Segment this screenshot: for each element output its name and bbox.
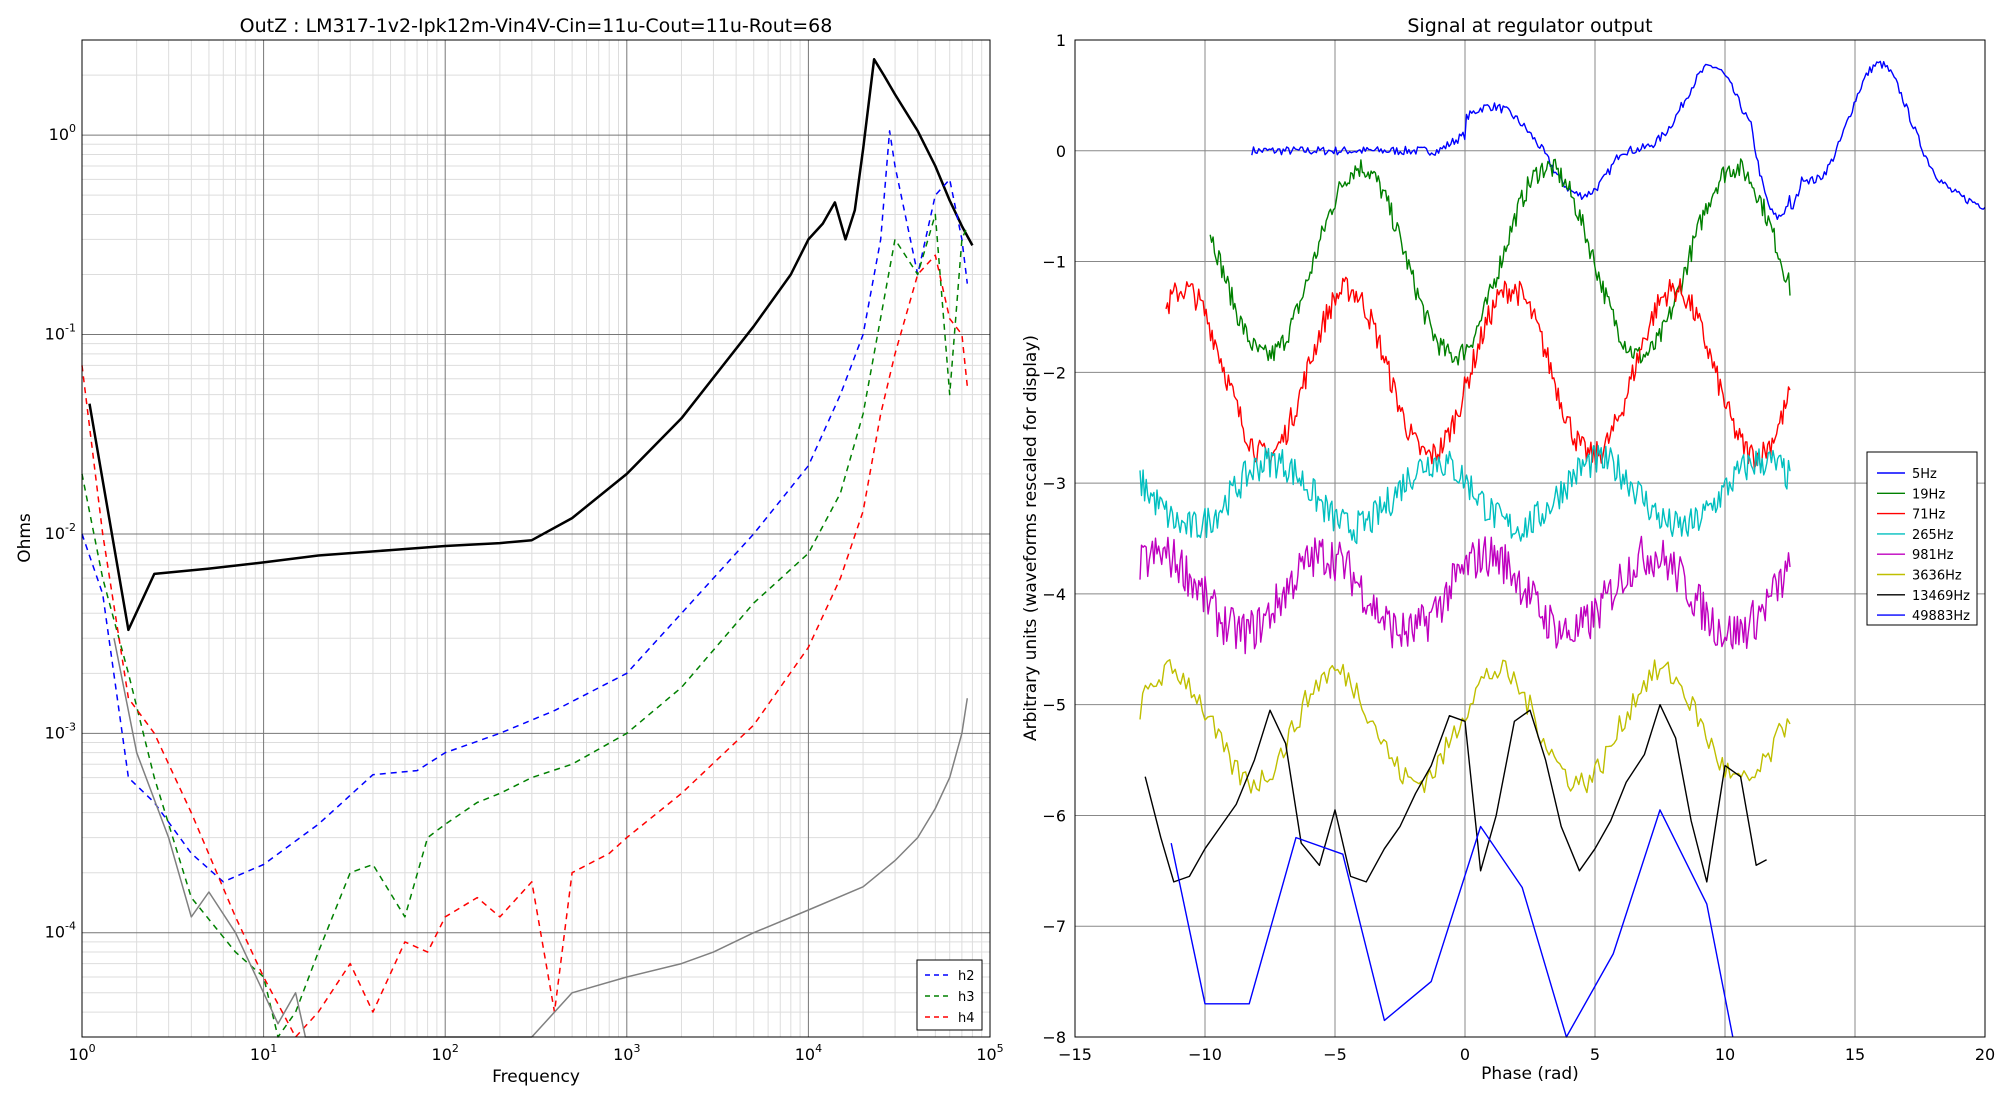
y-tick-label: −4 (1042, 585, 1066, 604)
left-chart-title: OutZ : LM317-1v2-Ipk12m-Vin4V-Cin=11u-Co… (240, 15, 833, 37)
y-tick-label: −7 (1042, 917, 1066, 936)
x-tick-label: 0 (1460, 1045, 1470, 1064)
series-line-series-0 (88, 58, 974, 632)
series-line-13469Hz (1144, 704, 1767, 883)
right-y-axis-label: Arbitrary units (waveforms rescaled for … (1021, 335, 1041, 741)
tick-exponent: 5 (997, 1042, 1004, 1055)
y-tick-label: −3 (1042, 474, 1066, 493)
tick-exponent: -2 (65, 521, 76, 534)
tick-base: 10 (45, 524, 65, 543)
x-tick-label: 105 (976, 1042, 1003, 1064)
right-legend: 5Hz 19Hz 71Hz 265Hz 981Hz 3636Hz 13469Hz 49883H… (1866, 451, 1978, 626)
y-tick-label: −2 (1042, 363, 1066, 382)
left-legend: h2 h3 h4 (916, 959, 983, 1031)
legend-label-13469Hz: 13469Hz (1912, 589, 1970, 604)
y-tick-label: −8 (1042, 1028, 1066, 1047)
series-line-h4 (81, 254, 969, 1038)
tick-exponent: 4 (815, 1042, 822, 1055)
left-x-axis-label: Frequency (492, 1067, 580, 1087)
left-plot-frame (81, 39, 991, 1038)
left-x-tick-labels: 100 101 102 103 104 105 (68, 1042, 1003, 1064)
tick-exponent: 2 (452, 1042, 459, 1055)
series-line-series-4 (113, 638, 969, 1038)
right-x-axis-label: Phase (rad) (1481, 1064, 1579, 1084)
y-tick-label: −6 (1042, 806, 1066, 825)
legend-label-5Hz: 5Hz (1912, 467, 1937, 482)
right-series-lines (1139, 60, 1986, 1038)
y-tick-label: 1 (1056, 31, 1066, 50)
x-tick-label: −10 (1188, 1045, 1222, 1064)
right-legend-box (1866, 451, 1978, 626)
x-tick-label: 100 (68, 1042, 95, 1064)
tick-base: 10 (45, 325, 65, 344)
series-line-981Hz (1139, 535, 1791, 655)
legend-label-19Hz: 19Hz (1912, 487, 1945, 502)
right-gridlines (1074, 39, 1986, 1038)
right-y-tick-labels: −8 −7 −6 −5 −4 −3 −2 −1 0 1 (1042, 31, 1066, 1047)
legend-label-71Hz: 71Hz (1912, 508, 1945, 523)
tick-base: 10 (49, 125, 69, 144)
series-line-19Hz (1209, 158, 1791, 366)
series-line-49883Hz (1170, 809, 1734, 1038)
left-legend-box (916, 959, 983, 1031)
legend-label-3636Hz: 3636Hz (1912, 569, 1962, 584)
legend-label-265Hz: 265Hz (1912, 528, 1954, 543)
tick-exponent: -3 (65, 720, 76, 733)
tick-exponent: 0 (89, 1042, 96, 1055)
x-tick-label: 5 (1590, 1045, 1600, 1064)
tick-base: 10 (250, 1045, 270, 1064)
y-tick-label: −1 (1042, 253, 1066, 272)
tick-exponent: 3 (633, 1042, 640, 1055)
tick-base: 10 (976, 1045, 996, 1064)
y-tick-label: 10-3 (45, 720, 76, 742)
y-tick-label: 10-2 (45, 521, 76, 543)
waveform-chart: −15 −10 −5 0 5 10 15 20 −8−7−6−5−4−3−2−101 Sign… (1021, 15, 1995, 1084)
x-tick-label: −5 (1323, 1045, 1347, 1064)
tick-exponent: -1 (65, 322, 76, 335)
tick-base: 10 (613, 1045, 633, 1064)
right-x-tick-labels: −15 −10 −5 0 5 10 15 20 (1058, 1045, 1995, 1064)
x-tick-label: 20 (1975, 1045, 1995, 1064)
tick-base: 10 (45, 723, 65, 742)
x-tick-label: 15 (1845, 1045, 1865, 1064)
left-series-lines (81, 58, 974, 1038)
left-y-axis-label: Ohms (15, 513, 35, 563)
legend-label-h4: h4 (958, 1011, 975, 1026)
y-tick-label: 10-4 (45, 920, 76, 942)
x-tick-label: 102 (432, 1042, 459, 1064)
legend-label-49883Hz: 49883Hz (1912, 609, 1970, 624)
right-chart-title: Signal at regulator output (1407, 15, 1652, 37)
x-tick-label: 103 (613, 1042, 640, 1064)
tick-base: 10 (45, 923, 65, 942)
y-tick-label: 10-1 (45, 322, 76, 344)
tick-base: 10 (795, 1045, 815, 1064)
series-line-5Hz (1251, 60, 1986, 221)
series-line-h3 (81, 213, 968, 1038)
right-plot-frame (1074, 39, 1986, 1038)
legend-label-h3: h3 (958, 990, 975, 1005)
legend-label-981Hz: 981Hz (1912, 548, 1954, 563)
tick-base: 10 (68, 1045, 88, 1064)
x-tick-label: 101 (250, 1042, 277, 1064)
y-tick-label: −5 (1042, 696, 1066, 715)
tick-exponent: -4 (65, 920, 76, 933)
y-tick-label: 0 (1056, 142, 1066, 161)
y-tick-label: 100 (49, 122, 76, 144)
tick-exponent: 0 (69, 122, 76, 135)
x-tick-label: −15 (1058, 1045, 1092, 1064)
series-line-h2 (81, 130, 969, 883)
tick-exponent: 1 (270, 1042, 277, 1055)
x-tick-label: 104 (795, 1042, 822, 1064)
series-line-265Hz (1139, 444, 1791, 545)
tick-base: 10 (432, 1045, 452, 1064)
legend-label-h2: h2 (958, 969, 975, 984)
x-tick-label: 10 (1715, 1045, 1735, 1064)
